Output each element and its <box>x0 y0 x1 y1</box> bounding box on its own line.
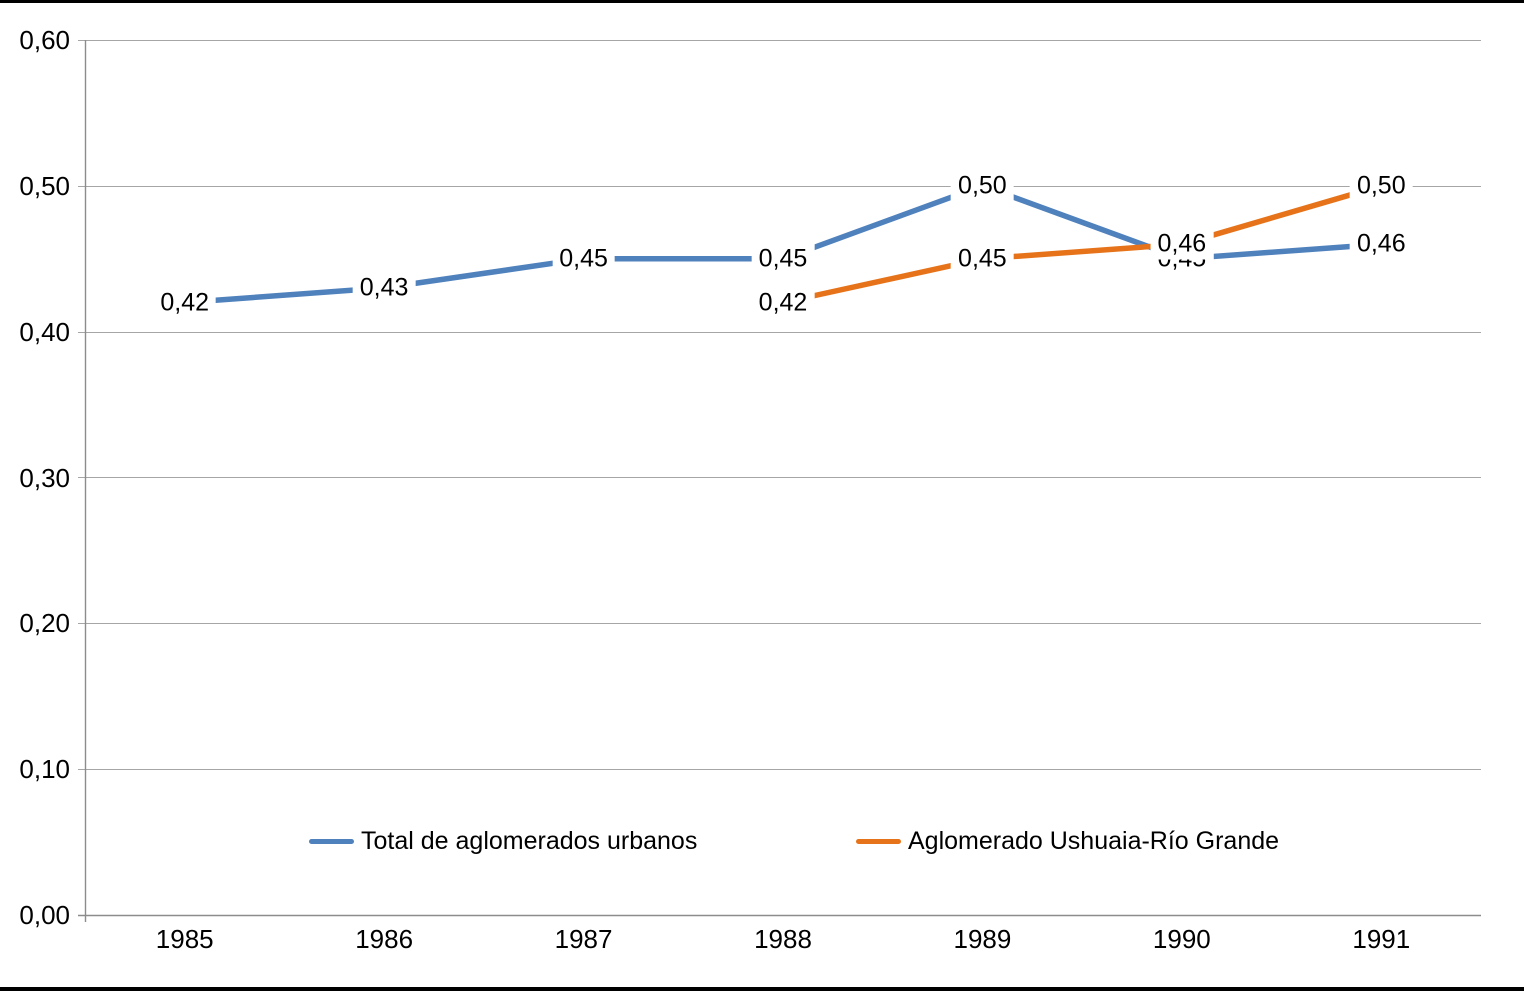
x-axis-tick-label: 1991 <box>1352 924 1411 954</box>
data-label-series0-1985: 0,42 <box>153 287 217 318</box>
data-label-series1-1990: 0,46 <box>1150 228 1214 260</box>
x-axis-tick-label: 1985 <box>155 924 214 954</box>
x-axis-tick-label: 1987 <box>554 924 613 954</box>
data-label-series0-1986: 0,43 <box>352 272 416 304</box>
y-axis-tick-label: 0,10 <box>19 754 70 785</box>
legend-line-marker-icon <box>856 838 901 844</box>
data-label-series1-1988: 0,42 <box>751 287 815 318</box>
top-border-bar <box>0 0 1524 3</box>
legend-item-0: Total de aglomerados urbanos <box>309 826 697 856</box>
legend-item-label: Total de aglomerados urbanos <box>361 826 698 855</box>
y-axis-tick-label: 0,30 <box>19 462 70 493</box>
series-line-1 <box>780 183 1385 306</box>
data-label-series1-1991: 0,50 <box>1349 170 1413 202</box>
x-axis-tick-label: 1988 <box>754 924 812 954</box>
legend-item-1: Aglomerado Ushuaia-Río Grande <box>856 826 1279 856</box>
bottom-border-bar <box>0 987 1524 991</box>
data-label-series0-1987: 0,45 <box>552 243 615 275</box>
y-axis-tick-label: 0,50 <box>19 170 70 201</box>
y-axis-tick-label: 0,40 <box>19 316 70 347</box>
data-label-series0-1991: 0,46 <box>1349 228 1413 260</box>
y-axis-tick-label: 0,20 <box>19 608 70 639</box>
data-label-series0-1988: 0,45 <box>751 243 815 275</box>
x-axis-tick-label: 1986 <box>355 924 414 954</box>
y-axis-tick-label: 0,60 <box>19 25 70 55</box>
data-label-series0-1989: 0,50 <box>951 170 1014 202</box>
x-axis-tick-label: 1989 <box>953 924 1012 954</box>
y-axis-tick-label: 0,00 <box>19 900 70 930</box>
data-label-series1-1989: 0,45 <box>951 243 1014 275</box>
legend-item-label: Aglomerado Ushuaia-Río Grande <box>908 826 1280 855</box>
x-axis-tick-label: 1990 <box>1152 924 1211 954</box>
legend-line-marker-icon <box>309 838 354 844</box>
